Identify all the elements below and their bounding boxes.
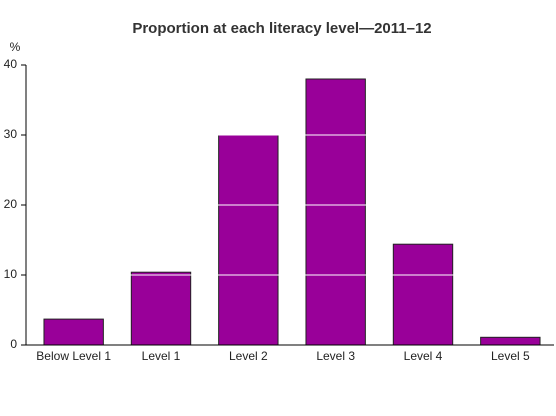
grid — [27, 64, 554, 346]
x-tick-label: Level 4 — [404, 349, 443, 363]
x-tick-label: Below Level 1 — [36, 349, 111, 363]
bar — [130, 271, 192, 346]
bar — [392, 243, 454, 346]
x-tick-label: Level 5 — [491, 349, 530, 363]
bar — [43, 318, 104, 346]
x-tick-label: Level 2 — [229, 349, 268, 363]
chart-title: Proportion at each literacy level—2011–1… — [132, 20, 431, 37]
y-axis-label: % — [10, 40, 21, 54]
bar — [480, 336, 541, 346]
y-tick-label: 40 — [4, 57, 18, 71]
y-tick-label: 10 — [4, 267, 18, 281]
bar — [218, 134, 279, 346]
bars — [43, 78, 541, 346]
x-tick-label: Level 1 — [142, 349, 181, 363]
x-tick-label: Level 3 — [316, 349, 355, 363]
y-tick-label: 0 — [10, 337, 17, 351]
y-tick-label: 30 — [4, 127, 18, 141]
y-tick-label: 20 — [4, 197, 18, 211]
bar — [305, 78, 366, 346]
